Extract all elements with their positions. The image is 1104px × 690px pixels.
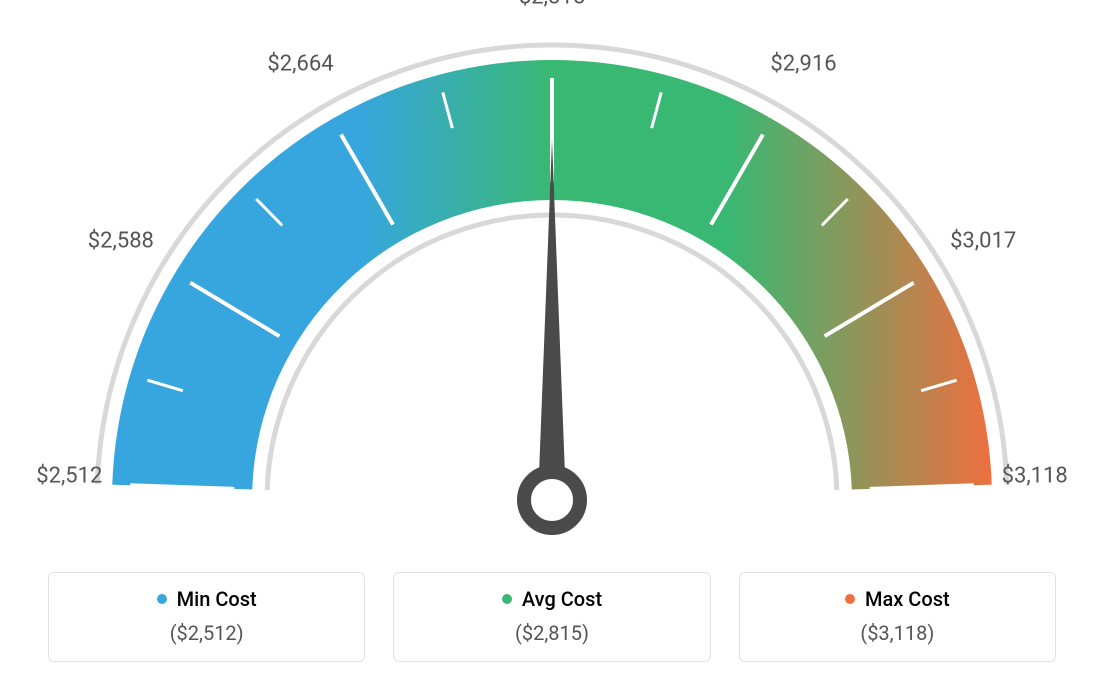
avg-cost-title-row: Avg Cost	[502, 587, 602, 611]
gauge-tick-label: $2,664	[267, 52, 333, 77]
avg-dot-icon	[502, 594, 512, 604]
avg-cost-value: ($2,815)	[412, 621, 691, 645]
gauge-svg	[0, 0, 1104, 560]
gauge-tick-label: $2,588	[88, 228, 154, 253]
max-cost-card: Max Cost ($3,118)	[739, 572, 1056, 662]
gauge-tick-label: $2,916	[770, 52, 836, 77]
gauge-tick-label: $2,512	[36, 464, 102, 489]
min-cost-title-row: Min Cost	[157, 587, 257, 611]
min-dot-icon	[157, 594, 167, 604]
max-cost-title-row: Max Cost	[845, 587, 950, 611]
summary-cards: Min Cost ($2,512) Avg Cost ($2,815) Max …	[48, 572, 1056, 662]
avg-cost-title: Avg Cost	[522, 587, 602, 611]
min-cost-value: ($2,512)	[67, 621, 346, 645]
max-cost-value: ($3,118)	[758, 621, 1037, 645]
max-cost-title: Max Cost	[865, 587, 950, 611]
gauge-tick-label: $3,118	[1002, 464, 1068, 489]
chart-container: $2,512 $2,588 $2,664 $2,815 $2,916 $3,017 $3,1…	[0, 0, 1104, 690]
max-dot-icon	[845, 594, 855, 604]
min-cost-card: Min Cost ($2,512)	[48, 572, 365, 662]
avg-cost-card: Avg Cost ($2,815)	[393, 572, 710, 662]
min-cost-title: Min Cost	[177, 587, 257, 611]
gauge-tick-label: $3,017	[950, 228, 1016, 253]
gauge-tick-label: $2,815	[519, 0, 585, 10]
gauge-area: $2,512 $2,588 $2,664 $2,815 $2,916 $3,017 $3,1…	[0, 0, 1104, 560]
